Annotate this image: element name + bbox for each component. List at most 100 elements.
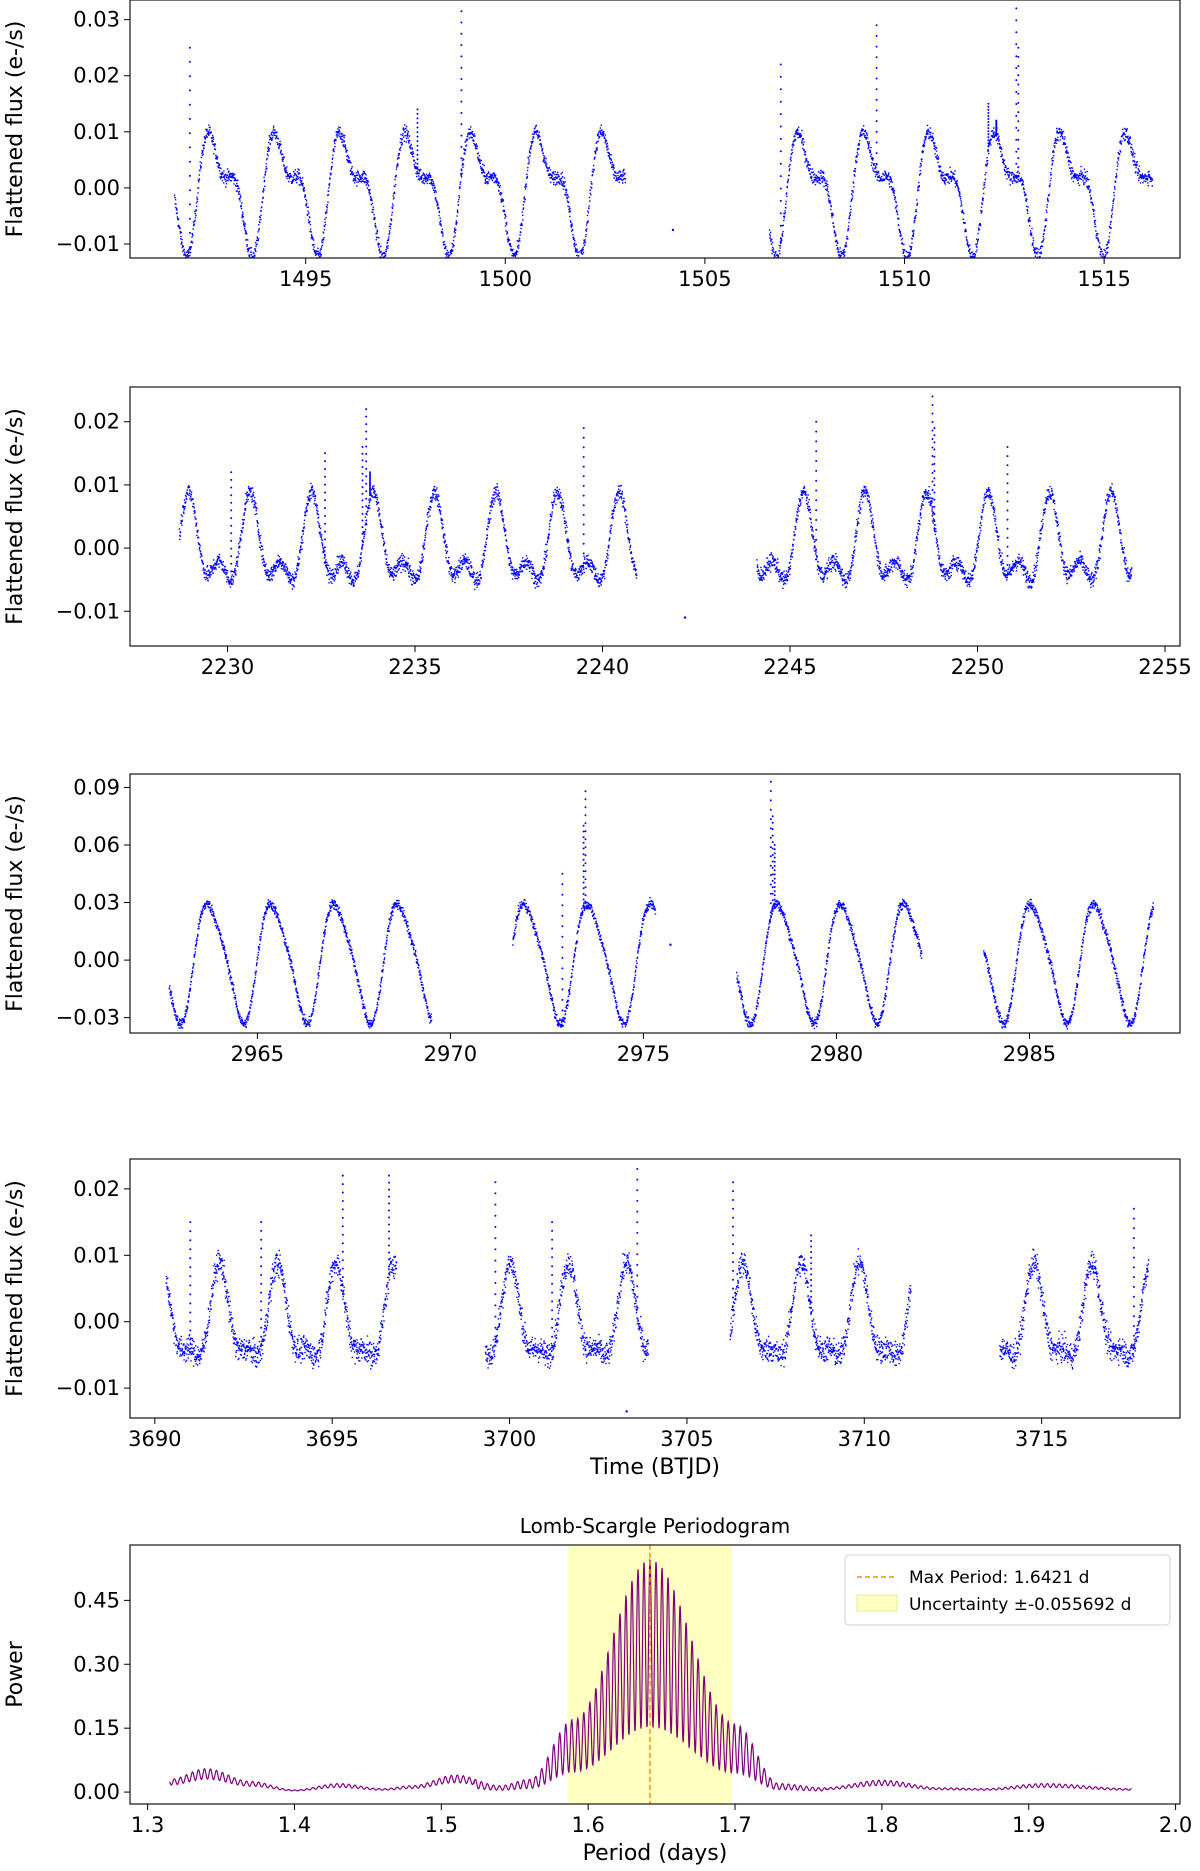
flare-point <box>361 472 364 475</box>
flare-point <box>771 847 774 850</box>
flare-point <box>189 1257 192 1260</box>
flare-point <box>933 434 936 437</box>
flare-point <box>815 450 818 453</box>
flare-point <box>1015 103 1018 105</box>
flare-point <box>561 904 564 907</box>
flare-point <box>460 55 463 58</box>
flare-point <box>987 111 990 114</box>
y-axis-label: Flattened flux (e-/s) <box>3 795 28 1012</box>
flare-point <box>773 898 776 901</box>
flare-point <box>810 1290 813 1293</box>
flare-point <box>494 1203 497 1206</box>
flare-point <box>636 1231 639 1234</box>
flare-point <box>582 523 585 526</box>
flare-point <box>416 122 419 124</box>
flare-point <box>636 1199 639 1202</box>
flare-point <box>494 1304 497 1307</box>
flare-point <box>636 1306 639 1309</box>
light-curve-points <box>178 482 1133 591</box>
flare-point <box>732 1287 734 1290</box>
flare-point <box>636 1242 639 1245</box>
flare-point <box>582 504 585 507</box>
flare-point <box>188 217 191 220</box>
flare-point <box>810 1262 813 1265</box>
flare-point <box>636 1178 639 1181</box>
panel-2: 2230 2235 2240 2245 2250 2255 −0.01 0.00 0.01 0.0… <box>3 386 1192 679</box>
flare-point <box>773 852 776 855</box>
flare-point <box>931 506 934 508</box>
flare-point <box>931 412 934 415</box>
flare-point <box>230 494 233 497</box>
flare-point <box>551 1256 554 1259</box>
flare-point <box>584 894 587 897</box>
flare-point <box>769 874 772 877</box>
flare-point <box>369 490 371 493</box>
flare-point <box>230 501 233 504</box>
flare-point <box>1006 473 1009 476</box>
flare-point <box>995 119 998 122</box>
flare-point <box>875 130 878 133</box>
y-tick-label: 0.01 <box>73 1243 120 1267</box>
flare-point <box>494 1293 497 1296</box>
flare-point <box>361 499 364 502</box>
flare-point <box>260 1229 263 1232</box>
flare-point <box>769 911 772 914</box>
flare-point <box>561 872 564 875</box>
flare-point <box>771 828 774 831</box>
flare-point <box>582 847 585 850</box>
flare-point <box>1015 114 1018 117</box>
plot-area <box>169 1545 1132 1804</box>
flare-point <box>582 446 585 449</box>
flare-point <box>769 790 772 792</box>
flare-point <box>365 408 368 411</box>
flare-point <box>189 1266 192 1269</box>
flare-point <box>773 881 776 884</box>
flare-point <box>1017 166 1020 169</box>
flare-point <box>931 404 934 406</box>
flare-point <box>636 1168 639 1170</box>
flare-point <box>779 212 782 215</box>
flare-point <box>341 1293 344 1295</box>
flare-point <box>987 118 990 120</box>
flare-point <box>551 1221 554 1224</box>
flare-point <box>551 1300 554 1303</box>
flare-point <box>369 472 371 475</box>
x-tick-label: 2255 <box>1138 655 1191 679</box>
flare-point <box>582 830 585 833</box>
flare-point <box>584 878 587 881</box>
flare-point <box>189 1230 192 1233</box>
flare-point <box>324 499 326 502</box>
flare-point <box>416 153 419 156</box>
x-axis-label: Time (BTJD) <box>589 1455 720 1480</box>
flare-point <box>388 1251 390 1254</box>
flare-point <box>769 855 772 858</box>
x-tick-label: 3695 <box>305 1427 358 1451</box>
flare-point <box>551 1274 554 1276</box>
flare-point <box>933 441 936 444</box>
flare-point <box>369 492 371 495</box>
flare-point <box>494 1192 497 1195</box>
legend-box <box>844 1554 1171 1626</box>
flare-point <box>582 858 585 861</box>
x-tick-label: 2965 <box>231 1042 284 1066</box>
flare-point <box>815 440 818 443</box>
light-curve-points <box>165 1248 1150 1370</box>
flare-point <box>584 854 587 857</box>
flare-point <box>584 830 587 833</box>
flare-point <box>1015 67 1018 70</box>
flare-point <box>230 578 233 581</box>
flare-point <box>260 1221 263 1224</box>
flare-point <box>460 123 463 126</box>
flare-point <box>1132 1246 1135 1249</box>
flare-point <box>636 1253 639 1256</box>
flare-point <box>773 848 776 851</box>
flare-point <box>189 1347 192 1350</box>
y-tick-label: −0.03 <box>56 1006 120 1030</box>
flare-point <box>582 881 585 884</box>
flare-point <box>369 476 371 479</box>
y-tick-label: 0.30 <box>73 1652 120 1676</box>
flare-point <box>931 421 934 423</box>
flare-point <box>1017 138 1020 141</box>
flare-point <box>769 883 772 886</box>
flare-point <box>388 1216 390 1219</box>
